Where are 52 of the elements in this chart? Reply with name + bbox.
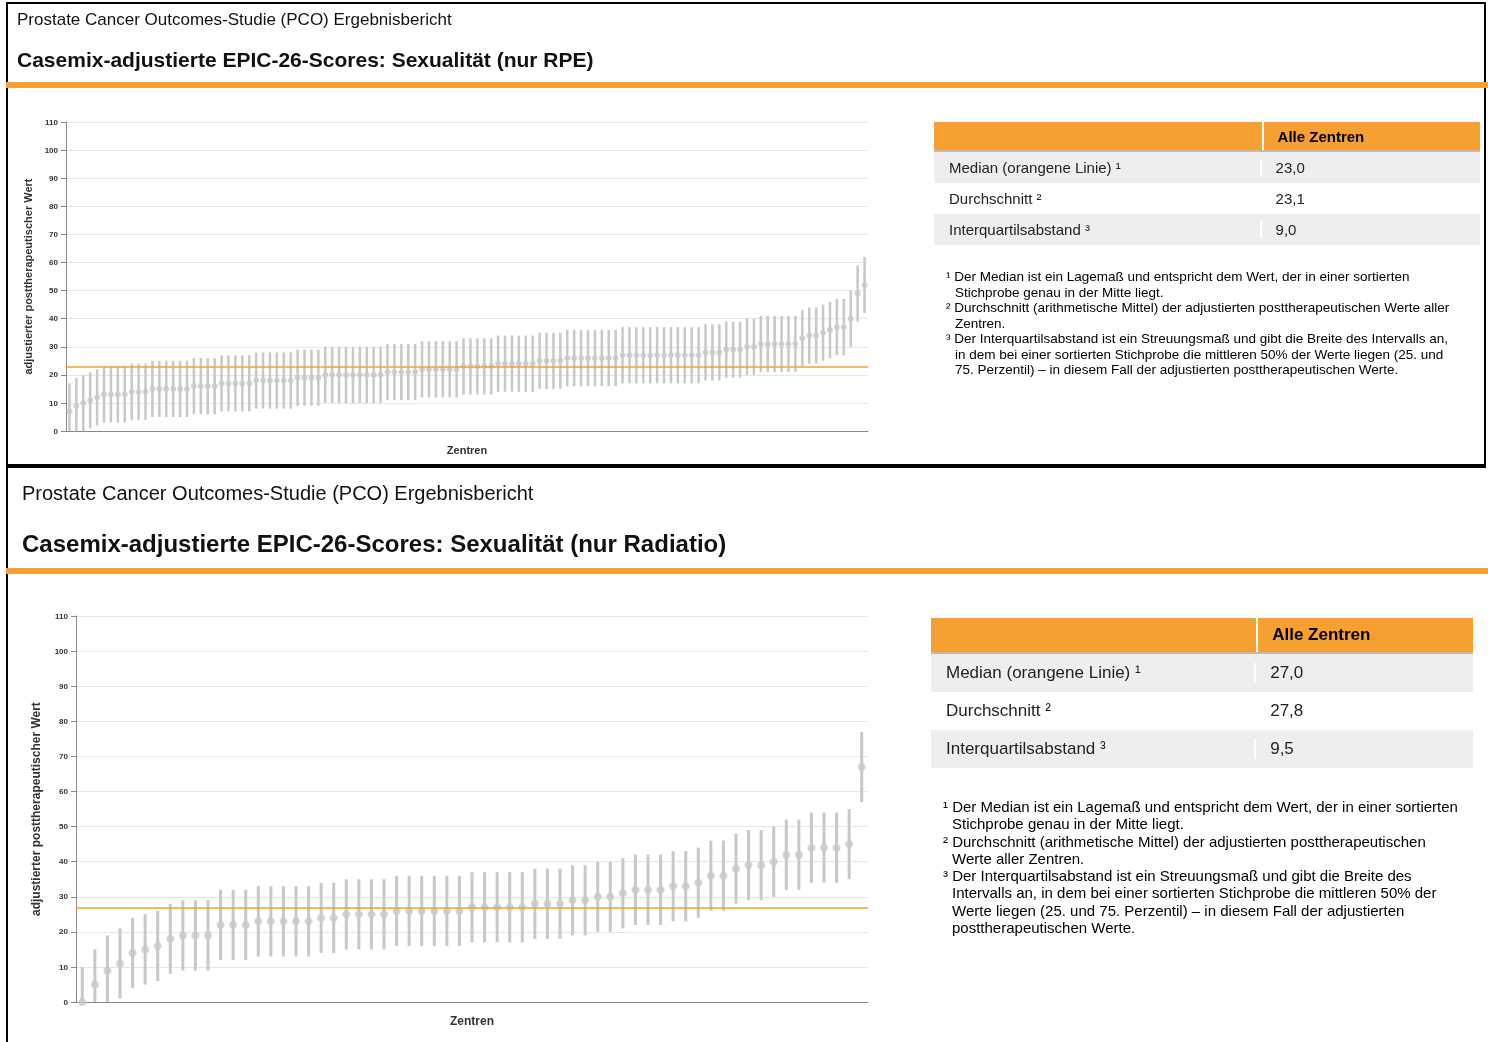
- y-tick-label: 60: [49, 258, 59, 267]
- x-axis-title: Zentren: [446, 443, 488, 456]
- text: ³ Der Interquartilsabstand ist ein Streuungsmaß und gibt die Breite des Intervalls an, in dem bei einer sortierten Stichprobe die mittleren 50% der Werte liegen (25. und 75. Perzentil) – in diesem Fall der adjustierten posttherapeutischen Werte.: [943, 867, 1438, 936]
- y-tick-label: 90: [49, 173, 59, 183]
- chart-title: Casemix-adjustierte EPIC-26-Scores: Sexualität (nur Radiatio): [22, 530, 727, 558]
- text: ² Durchschnitt (arithmetische Mittel) der adjustierten posttherapeutischen Werte aller Zentren.: [946, 300, 1451, 332]
- category-label: Durchschnitt ²: [934, 190, 1262, 207]
- text: Alle Zentren: [1276, 127, 1365, 145]
- text: Alle Zentren: [1271, 625, 1371, 645]
- chart-subtitle: Prostate Cancer Outcomes-Studie (PCO) Ergebnisbericht: [17, 10, 452, 30]
- y-tick-label: 110: [55, 611, 69, 621]
- category-label: Interquartilsabstand ³: [934, 221, 1262, 238]
- y-tick-label: 70: [49, 229, 59, 239]
- text: ² Durchschnitt (arithmetische Mittel) der adjustierten posttherapeutischen Werte aller Zentren.: [943, 832, 1427, 867]
- chart-title: Casemix-adjustierte EPIC-26-Scores: Sexualität (nur RPE): [17, 48, 594, 72]
- y-tick-label: 90: [59, 681, 69, 691]
- text: 9,0: [1275, 221, 1297, 238]
- y-tick-label: 0: [53, 426, 59, 436]
- y-tick-label: 80: [59, 716, 69, 726]
- text: ¹ Der Median ist ein Lagemaß und entspricht dem Wert, der in einer sortierten Stichprobe genau in der Mitte liegt.: [943, 798, 1459, 833]
- text: 9,5: [1270, 739, 1294, 758]
- y-tick-label: 60: [59, 787, 69, 796]
- y-tick-label: 10: [49, 398, 59, 408]
- y-axis-title: adjustierter posttherapeutischer Wert: [29, 702, 43, 916]
- y-tick-label: 20: [59, 927, 69, 937]
- text: 23,1: [1275, 190, 1305, 207]
- y-tick-label: 0: [63, 997, 69, 1007]
- y-tick-label: 80: [49, 201, 59, 211]
- category-label: Median (orangene Linie) ¹: [931, 663, 1257, 683]
- category-label: Interquartilsabstand ³: [931, 739, 1257, 759]
- y-tick-label: 30: [49, 342, 59, 352]
- y-tick-label: 70: [59, 751, 69, 761]
- y-tick-label: 40: [49, 314, 59, 324]
- category-label: Median (orangene Linie) ¹: [934, 159, 1262, 176]
- text: 23,0: [1275, 159, 1305, 176]
- y-tick-label: 110: [45, 117, 59, 127]
- chart-subtitle: Prostate Cancer Outcomes-Studie (PCO) Ergebnisbericht: [22, 482, 534, 505]
- category-label: Durchschnitt ²: [931, 701, 1257, 721]
- y-tick-label: 30: [59, 892, 69, 902]
- x-axis-title: Zentren: [449, 1014, 495, 1028]
- y-tick-label: 50: [59, 822, 69, 832]
- y-tick-label: 20: [49, 370, 59, 380]
- y-tick-label: 40: [59, 857, 69, 867]
- text: ³ Der Interquartilsabstand ist ein Streuungsmaß und gibt die Breite des Intervalls an, in dem bei einer sortierten Stichprobe die mittleren 50% der Werte liegen (25. und 75. Perzentil) – in diesem Fall der adjustierten posttherapeutischen Werte.: [946, 331, 1449, 378]
- y-tick-label: 100: [44, 145, 59, 155]
- y-tick-label: 50: [49, 286, 59, 296]
- text: 27,8: [1270, 701, 1304, 720]
- y-tick-label: 100: [54, 646, 69, 656]
- text: ¹ Der Median ist ein Lagemaß und entspricht dem Wert, der in einer sortierten Stichprobe genau in der Mitte liegt.: [946, 269, 1411, 301]
- text: 27,0: [1270, 663, 1304, 682]
- y-axis-title: adjustierter posttherapeutischer Wert: [22, 178, 35, 375]
- y-tick-label: 10: [59, 962, 69, 972]
